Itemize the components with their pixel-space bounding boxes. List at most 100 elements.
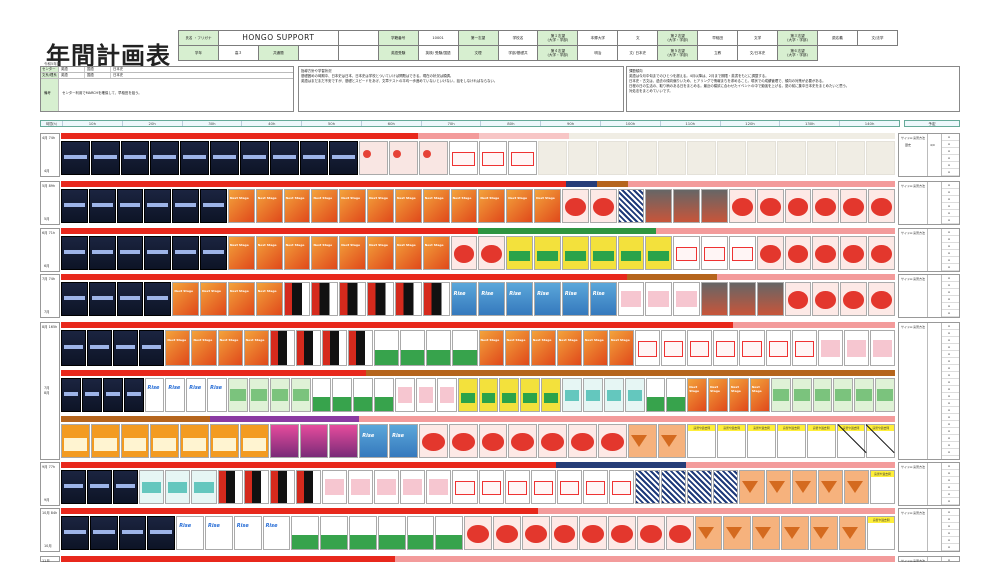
exam-practice-cell[interactable]: 演習や過去問 (747, 424, 776, 458)
book-cover[interactable] (739, 330, 765, 366)
book-cover[interactable] (426, 470, 452, 504)
book-cover[interactable] (608, 516, 636, 550)
book-cover[interactable] (556, 330, 582, 366)
book-cover[interactable] (139, 470, 165, 504)
exam-practice-cell[interactable]: 演習や過去問 (836, 424, 866, 458)
book-cover[interactable] (450, 189, 478, 223)
book-cover[interactable] (866, 141, 896, 175)
book-cover[interactable] (311, 236, 339, 270)
book-cover[interactable] (608, 470, 635, 504)
book-cover[interactable] (172, 282, 200, 316)
book-cover[interactable] (608, 330, 635, 366)
book-cover[interactable] (353, 378, 374, 412)
book-cover[interactable] (418, 424, 448, 458)
book-cover[interactable] (210, 141, 239, 175)
book-cover[interactable] (436, 378, 457, 412)
book-cover[interactable] (657, 141, 687, 175)
book-cover[interactable] (812, 378, 833, 412)
book-cover[interactable] (617, 236, 645, 270)
book-cover[interactable] (869, 330, 895, 366)
book-cover[interactable] (389, 424, 418, 458)
book-cover[interactable] (812, 282, 840, 316)
book-cover[interactable] (817, 470, 843, 504)
book-cover[interactable] (450, 236, 478, 270)
book-cover[interactable] (311, 189, 339, 223)
book-cover[interactable] (687, 330, 713, 366)
book-cover[interactable] (348, 516, 377, 550)
book-cover[interactable] (116, 189, 144, 223)
book-cover[interactable] (868, 236, 895, 270)
book-cover[interactable] (812, 189, 840, 223)
book-cover[interactable] (150, 141, 180, 175)
book-cover[interactable] (687, 378, 708, 412)
book-cover[interactable] (645, 378, 666, 412)
book-cover[interactable] (635, 330, 661, 366)
book-cover[interactable] (321, 330, 348, 366)
book-cover[interactable] (204, 516, 233, 550)
book-cover[interactable] (172, 189, 200, 223)
book-cover[interactable] (329, 141, 359, 175)
book-cover[interactable] (713, 470, 739, 504)
book-cover[interactable] (144, 236, 172, 270)
book-cover[interactable] (812, 236, 840, 270)
book-cover[interactable] (339, 236, 367, 270)
book-cover[interactable] (406, 516, 435, 550)
book-cover[interactable] (597, 141, 627, 175)
book-cover[interactable] (144, 189, 172, 223)
book-cover[interactable] (843, 470, 869, 504)
exam-practice-cell[interactable]: 演習や過去問 (867, 516, 896, 550)
book-cover[interactable] (435, 516, 464, 550)
book-cover[interactable] (452, 330, 478, 366)
book-cover[interactable] (478, 282, 506, 316)
book-cover[interactable] (295, 330, 321, 366)
book-cover[interactable] (321, 470, 348, 504)
book-cover[interactable] (147, 516, 176, 550)
book-cover[interactable] (180, 141, 210, 175)
book-cover[interactable] (687, 141, 717, 175)
book-cover[interactable] (568, 424, 597, 458)
book-cover[interactable] (661, 330, 687, 366)
book-cover[interactable] (233, 516, 262, 550)
book-cover[interactable] (120, 424, 150, 458)
book-cover[interactable] (627, 141, 657, 175)
book-cover[interactable] (61, 516, 89, 550)
book-cover[interactable] (836, 141, 866, 175)
book-cover[interactable] (508, 141, 538, 175)
book-cover[interactable] (89, 516, 118, 550)
book-cover[interactable] (589, 189, 617, 223)
book-cover[interactable] (661, 470, 687, 504)
book-cover[interactable] (645, 282, 673, 316)
book-cover[interactable] (582, 330, 608, 366)
book-cover[interactable] (806, 141, 836, 175)
book-cover[interactable] (113, 330, 139, 366)
book-cover[interactable] (339, 282, 367, 316)
book-cover[interactable] (723, 516, 752, 550)
book-cover[interactable] (673, 189, 701, 223)
book-cover[interactable] (118, 516, 147, 550)
book-cover[interactable] (422, 282, 450, 316)
book-cover[interactable] (635, 470, 661, 504)
book-cover[interactable] (422, 236, 450, 270)
book-cover[interactable] (506, 282, 534, 316)
book-cover[interactable] (299, 424, 329, 458)
book-cover[interactable] (504, 330, 530, 366)
book-cover[interactable] (191, 470, 217, 504)
book-cover[interactable] (248, 378, 269, 412)
book-cover[interactable] (144, 282, 172, 316)
book-cover[interactable] (210, 424, 239, 458)
book-cover[interactable] (61, 141, 90, 175)
book-cover[interactable] (478, 330, 504, 366)
book-cover[interactable] (299, 141, 329, 175)
book-cover[interactable] (534, 189, 561, 223)
book-cover[interactable] (627, 424, 657, 458)
book-cover[interactable] (520, 378, 541, 412)
book-cover[interactable] (217, 470, 243, 504)
book-cover[interactable] (269, 330, 295, 366)
book-cover[interactable] (422, 189, 450, 223)
book-cover[interactable] (332, 378, 353, 412)
book-cover[interactable] (217, 330, 243, 366)
book-cover[interactable] (868, 189, 895, 223)
book-cover[interactable] (144, 378, 165, 412)
exam-practice-cell[interactable]: 演習や過去問 (687, 424, 717, 458)
book-cover[interactable] (61, 236, 88, 270)
